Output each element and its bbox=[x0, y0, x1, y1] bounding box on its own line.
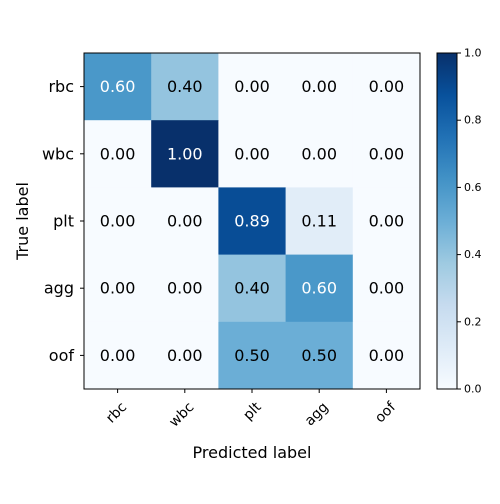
cell-value-label: 0.50 bbox=[234, 346, 270, 365]
cell-value-label: 0.00 bbox=[100, 212, 136, 231]
cell-value-label: 0.50 bbox=[301, 346, 337, 365]
heatmap-cell bbox=[352, 321, 421, 390]
cell-value-label: 0.00 bbox=[234, 144, 270, 163]
heatmap-cell bbox=[285, 321, 354, 390]
heatmap-cell bbox=[84, 53, 152, 121]
heatmap-cell bbox=[84, 321, 152, 390]
colorbar-tick-label: 0.4 bbox=[464, 248, 482, 261]
x-tick-label: oof bbox=[372, 399, 400, 427]
heatmap-cell bbox=[352, 120, 421, 188]
cell-value-label: 0.00 bbox=[369, 144, 405, 163]
cell-value-label: 0.40 bbox=[167, 77, 203, 96]
cell-value-label: 0.40 bbox=[234, 279, 270, 298]
cell-value-label: 0.89 bbox=[234, 212, 270, 231]
heatmap-cell bbox=[218, 254, 287, 323]
cell-value-label: 0.00 bbox=[167, 212, 203, 231]
colorbar-tick-label: 0.6 bbox=[464, 181, 482, 194]
cell-value-label: 0.11 bbox=[301, 212, 337, 231]
heatmap-cell bbox=[218, 187, 287, 256]
cell-value-label: 0.00 bbox=[100, 144, 136, 163]
heatmap-cell bbox=[218, 53, 287, 121]
y-tick-label: oof bbox=[49, 346, 75, 365]
colorbar-tick-label: 1.0 bbox=[464, 47, 482, 60]
heatmap-cell bbox=[151, 321, 219, 390]
heatmap-cell bbox=[84, 254, 152, 323]
x-tick-label: plt bbox=[240, 399, 265, 424]
y-axis-label: True label bbox=[13, 182, 32, 261]
colorbar-tick-label: 0.2 bbox=[464, 315, 482, 328]
heatmap-cell bbox=[218, 120, 287, 188]
cell-value-label: 0.00 bbox=[100, 279, 136, 298]
colorbar-tick-label: 0.8 bbox=[464, 114, 482, 127]
heatmap-cell bbox=[352, 53, 421, 121]
colorbar-tick-label: 0.0 bbox=[464, 383, 482, 396]
heatmap-cell bbox=[151, 120, 219, 188]
cell-value-label: 0.60 bbox=[100, 77, 136, 96]
heatmap-cell bbox=[352, 187, 421, 256]
cell-value-label: 0.00 bbox=[369, 77, 405, 96]
heatmap-cell bbox=[285, 187, 354, 256]
cell-value-label: 1.00 bbox=[167, 144, 203, 163]
heatmap-cell bbox=[151, 187, 219, 256]
y-tick-label: rbc bbox=[48, 77, 74, 96]
y-tick-label: agg bbox=[44, 279, 74, 298]
y-tick-label: plt bbox=[53, 212, 74, 231]
heatmap-cell bbox=[84, 187, 152, 256]
cell-value-label: 0.00 bbox=[167, 346, 203, 365]
heatmap-cell bbox=[352, 254, 421, 323]
heatmap-cell bbox=[218, 321, 287, 390]
colorbar bbox=[436, 52, 458, 390]
cell-value-label: 0.00 bbox=[100, 346, 136, 365]
cell-value-label: 0.00 bbox=[167, 279, 203, 298]
y-tick-label: wbc bbox=[42, 144, 74, 163]
x-axis-label: Predicted label bbox=[193, 443, 312, 462]
heatmap-cell bbox=[285, 53, 354, 121]
x-tick-label: rbc bbox=[103, 399, 130, 426]
cell-value-label: 0.00 bbox=[369, 346, 405, 365]
cell-value-label: 0.60 bbox=[301, 279, 337, 298]
heatmap-cell bbox=[151, 254, 219, 323]
cell-value-label: 0.00 bbox=[369, 279, 405, 298]
cell-value-label: 0.00 bbox=[369, 212, 405, 231]
heatmap-cell bbox=[285, 120, 354, 188]
heatmap-cell bbox=[285, 254, 354, 323]
cell-value-label: 0.00 bbox=[234, 77, 270, 96]
heatmap-cell bbox=[84, 120, 152, 188]
x-tick-label: wbc bbox=[166, 399, 197, 430]
x-tick-label: agg bbox=[302, 399, 332, 429]
cell-value-label: 0.00 bbox=[301, 144, 337, 163]
cell-value-label: 0.00 bbox=[301, 77, 337, 96]
heatmap-cell bbox=[151, 53, 219, 121]
